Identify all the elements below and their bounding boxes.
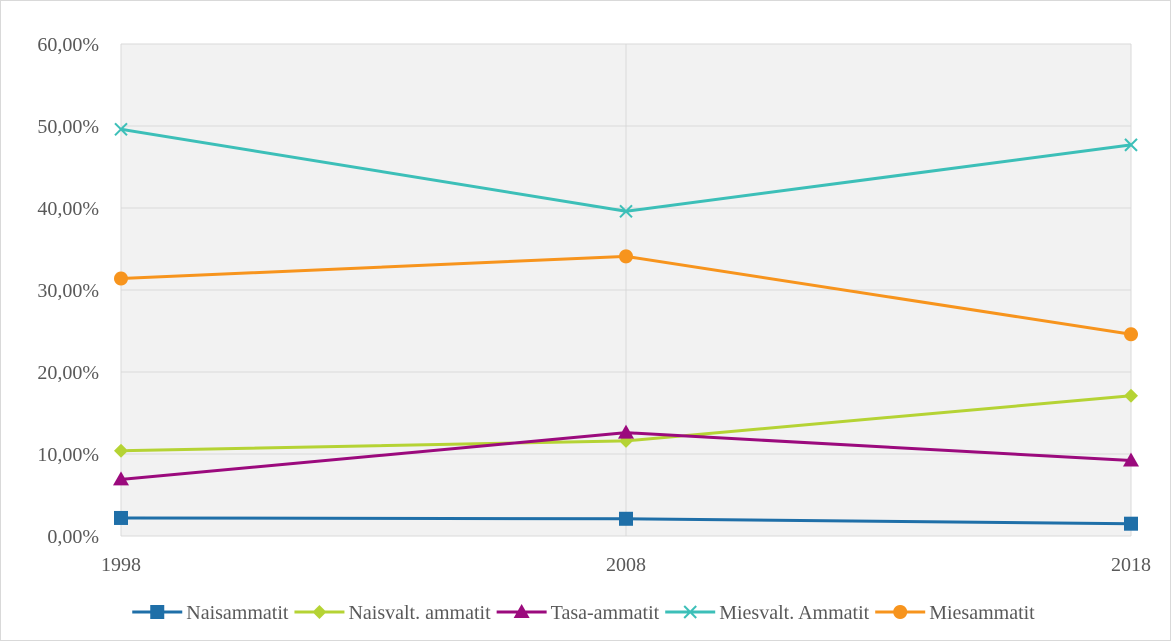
y-tick-label: 40,00% [37,198,99,220]
marker-stroke [683,605,697,619]
marker-stroke [114,122,128,136]
legend-label: Miesammatit [929,602,1035,624]
data-point [1124,516,1138,531]
legend-marker [893,605,908,619]
data-point [619,204,633,218]
legend-item-2: Tasa-ammatit [496,602,660,624]
data-point [1124,138,1138,152]
x-tick-label: 1998 [101,554,141,576]
legend-label: Miesvalt. Ammatit [719,602,869,624]
y-tick-label: 60,00% [37,34,99,56]
x-tick-label: 2008 [606,554,646,576]
legend-item-1: Naisvalt. ammatit [294,602,491,624]
data-point [619,249,633,264]
data-point [114,510,128,525]
data-point [114,122,128,136]
y-tick-label: 10,00% [37,444,99,466]
legend-marker [150,605,165,619]
data-point [114,443,128,458]
data-point [1123,452,1139,467]
legend-marker [683,605,697,619]
data-point [618,424,634,439]
marker-stroke [619,204,633,218]
legend-label: Naisammatit [186,602,289,624]
series [113,122,1139,531]
y-tick-label: 20,00% [37,362,99,384]
marker-stroke [1124,138,1138,152]
legend-marker [513,604,530,618]
legend-label: Naisvalt. ammatit [348,602,491,624]
data-point [1124,327,1138,342]
y-tick-label: 0,00% [47,526,99,548]
data-point [114,271,128,286]
data-point [113,471,129,486]
data-point [1124,388,1138,403]
legend-label: Tasa-ammatit [551,602,660,624]
y-tick-label: 50,00% [37,116,99,138]
legend-item-0: Naisammatit [132,602,289,624]
legend: Naisammatit Naisvalt. ammatit Tasa-ammatit… [132,602,1035,624]
legend-item-3: Miesvalt. Ammatit [665,602,870,624]
data-point [619,511,633,526]
legend-item-4: Miesammatit [875,602,1035,624]
legend-marker [312,605,327,619]
axes: 0,00% 10,00% 20,00% 30,00% 40,00% 50,00% 60,00… [37,34,1151,576]
y-tick-label: 30,00% [37,280,99,302]
x-tick-label: 2018 [1111,554,1151,576]
